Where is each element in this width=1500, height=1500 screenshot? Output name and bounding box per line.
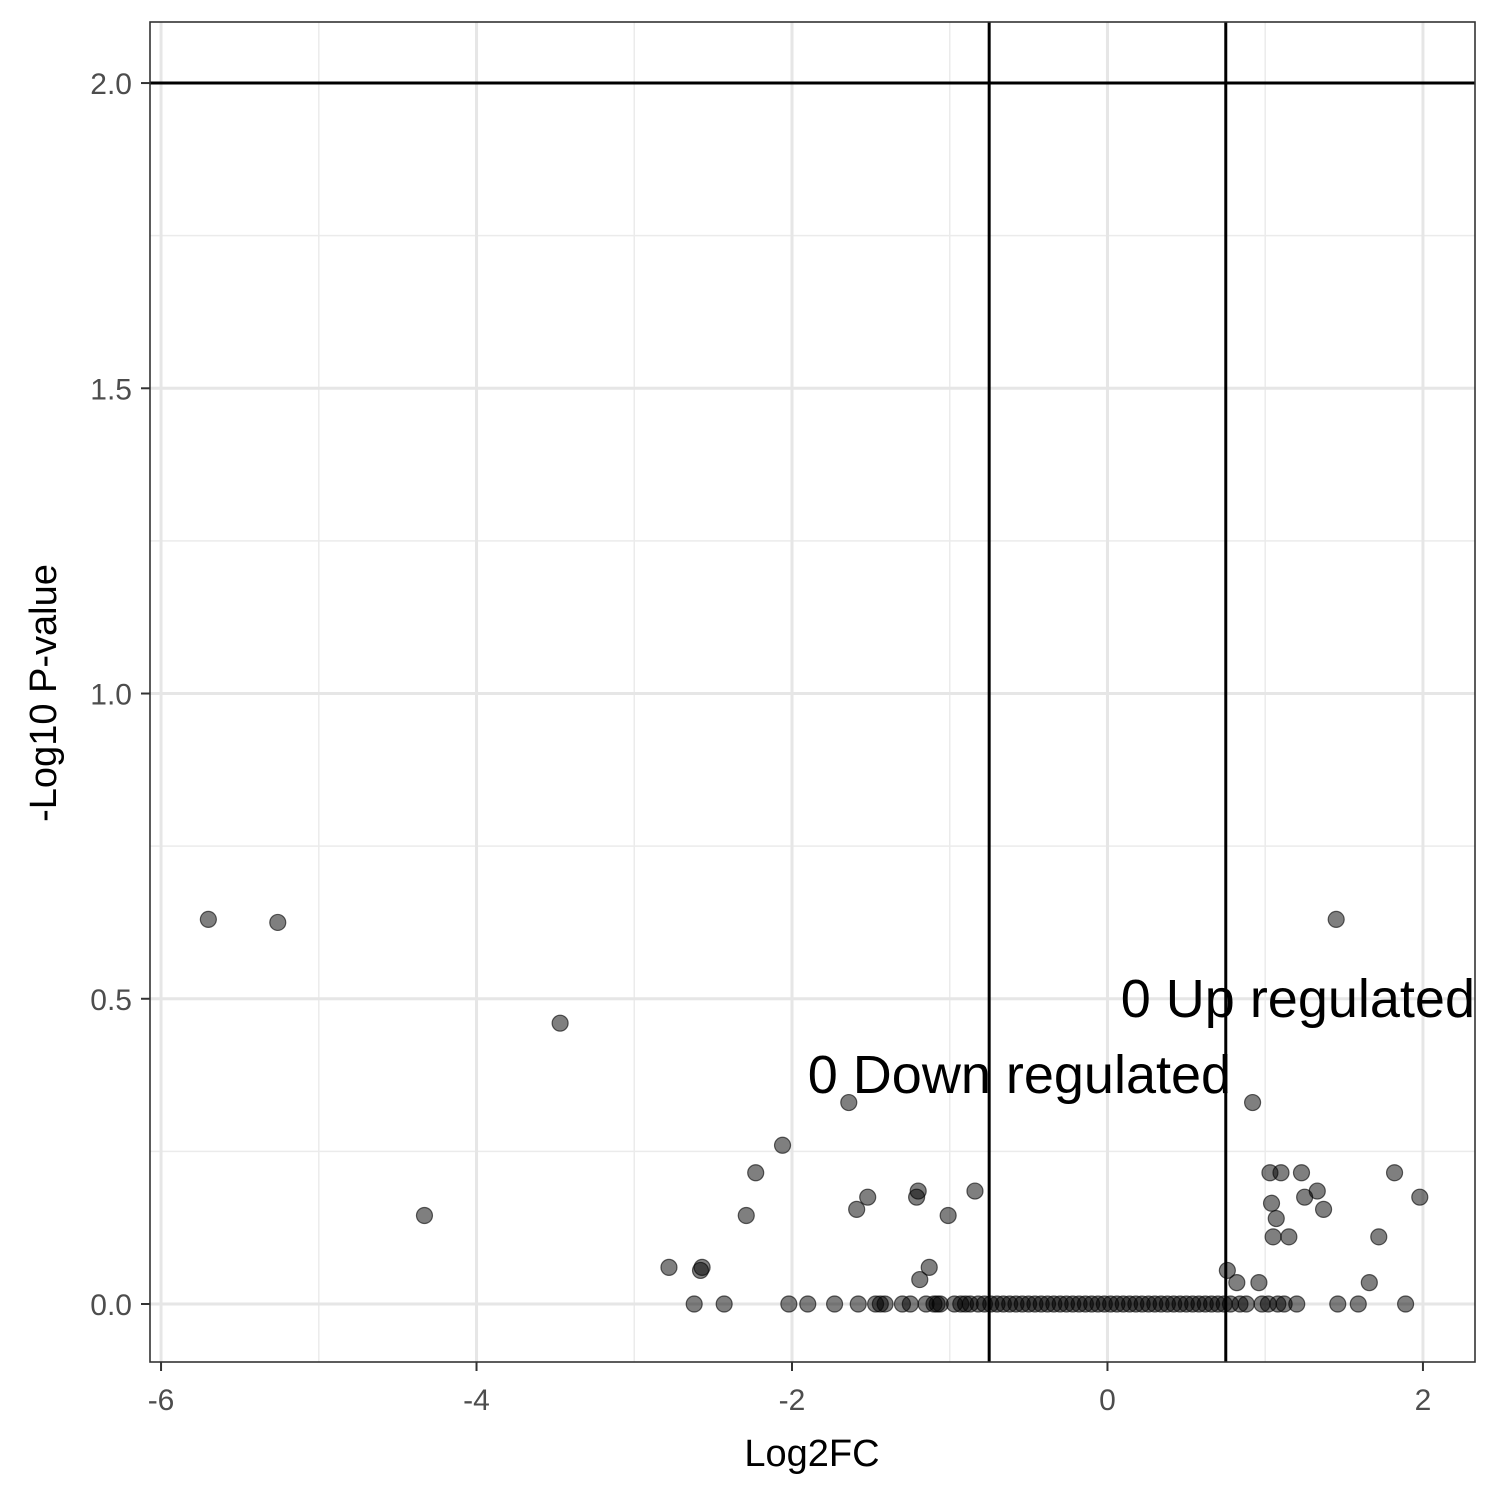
data-point — [1308, 1182, 1326, 1200]
data-point — [849, 1295, 867, 1313]
annotations: 0 Up regulated 0 Down regulated — [808, 969, 1475, 1105]
data-point — [415, 1206, 434, 1225]
data-point — [551, 1014, 569, 1032]
data-point — [859, 1188, 877, 1206]
data-point — [1327, 910, 1345, 929]
data-point — [1280, 1228, 1298, 1246]
y-tick-label: 2.0 — [90, 68, 132, 101]
data-point — [199, 910, 217, 929]
data-point — [715, 1295, 733, 1313]
threshold-lines — [150, 22, 1475, 1362]
data-point — [848, 1200, 866, 1218]
data-point — [780, 1295, 798, 1313]
data-points — [199, 910, 1429, 1313]
data-point — [1314, 1200, 1333, 1218]
data-point — [269, 913, 287, 932]
data-point — [1272, 1164, 1290, 1182]
data-point — [876, 1295, 894, 1313]
x-tick-label: -6 — [148, 1384, 175, 1417]
x-axis-title: Log2FC — [744, 1433, 879, 1475]
x-tick-label: 0 — [1099, 1384, 1116, 1417]
data-point — [840, 1093, 858, 1112]
data-point — [1370, 1228, 1388, 1246]
data-point — [939, 1206, 957, 1225]
data-point — [1262, 1194, 1281, 1212]
data-point — [1360, 1274, 1378, 1292]
data-point — [799, 1295, 817, 1313]
data-point — [1411, 1188, 1429, 1206]
data-point — [660, 1258, 678, 1276]
plot-panel-border — [149, 21, 1476, 1363]
y-axis: 0.0 0.5 1.0 1.5 2.0 — [90, 68, 150, 1322]
y-tick-label: 1.0 — [90, 679, 132, 712]
x-tick-label: -2 — [779, 1384, 806, 1417]
data-point — [1250, 1274, 1268, 1292]
data-point — [1396, 1295, 1415, 1313]
data-point — [920, 1258, 938, 1276]
data-point — [747, 1164, 765, 1182]
data-point — [1243, 1093, 1262, 1112]
data-point — [1329, 1295, 1347, 1313]
down-regulated-label: 0 Down regulated — [808, 1045, 1231, 1105]
data-point — [685, 1295, 703, 1313]
data-point — [825, 1295, 844, 1313]
data-point — [1349, 1295, 1367, 1313]
data-point — [1218, 1261, 1236, 1280]
data-point — [909, 1182, 927, 1200]
y-tick-label: 0.5 — [90, 984, 132, 1017]
data-point — [1264, 1228, 1282, 1246]
data-point — [1292, 1164, 1311, 1182]
data-point — [1267, 1209, 1285, 1228]
data-point — [693, 1258, 711, 1276]
data-point — [1385, 1164, 1404, 1182]
x-tick-label: -4 — [463, 1384, 490, 1417]
data-point — [737, 1206, 755, 1225]
x-tick-label: 2 — [1415, 1384, 1432, 1417]
data-point — [1237, 1295, 1255, 1313]
data-point — [966, 1182, 984, 1200]
data-point — [1288, 1295, 1306, 1313]
data-point — [901, 1295, 919, 1313]
data-point — [911, 1270, 929, 1289]
x-axis: -6 -4 -2 0 2 — [148, 1362, 1432, 1417]
plot-panel — [150, 22, 1475, 1362]
data-point — [773, 1136, 792, 1154]
minor-gridlines — [150, 22, 1475, 1362]
up-regulated-label: 0 Up regulated — [1121, 969, 1475, 1029]
y-tick-label: 1.5 — [90, 373, 132, 406]
y-axis-title: -Log10 P-value — [23, 564, 65, 822]
y-tick-label: 0.0 — [90, 1289, 132, 1322]
data-point — [1228, 1274, 1246, 1292]
